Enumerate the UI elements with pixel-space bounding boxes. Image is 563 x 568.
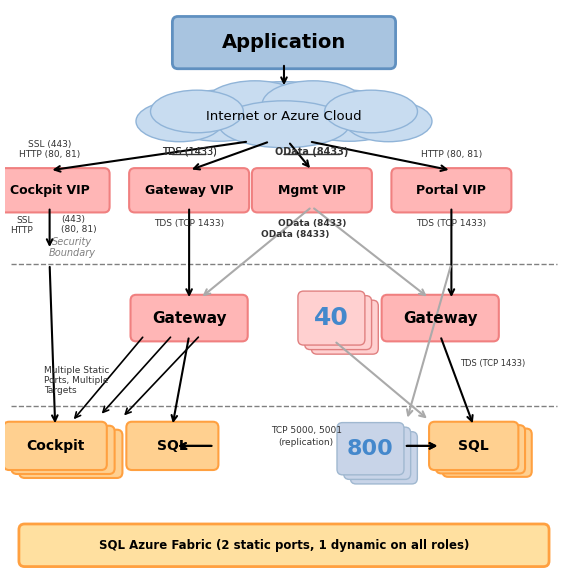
Ellipse shape <box>150 90 243 133</box>
Ellipse shape <box>164 90 274 141</box>
FancyBboxPatch shape <box>11 426 115 474</box>
Ellipse shape <box>262 81 364 128</box>
Text: HTTP (80, 81): HTTP (80, 81) <box>421 150 482 159</box>
FancyBboxPatch shape <box>382 295 499 341</box>
FancyBboxPatch shape <box>19 430 122 478</box>
Text: SQL: SQL <box>458 439 489 453</box>
Text: 800: 800 <box>347 438 394 459</box>
Ellipse shape <box>136 101 223 141</box>
FancyBboxPatch shape <box>311 300 378 354</box>
Text: Portal VIP: Portal VIP <box>417 184 486 197</box>
Text: Mgmt VIP: Mgmt VIP <box>278 184 346 197</box>
Text: SSL
HTTP: SSL HTTP <box>10 216 33 235</box>
FancyBboxPatch shape <box>172 16 396 69</box>
Text: (443)
(80, 81): (443) (80, 81) <box>61 215 96 234</box>
Text: SSL (443)
HTTP (80, 81): SSL (443) HTTP (80, 81) <box>19 140 81 159</box>
Text: TCP 5000, 5001: TCP 5000, 5001 <box>271 425 342 435</box>
FancyBboxPatch shape <box>129 168 249 212</box>
Text: SQL Azure Fabric (2 static ports, 1 dynamic on all roles): SQL Azure Fabric (2 static ports, 1 dyna… <box>99 539 469 552</box>
Text: TDS (TCP 1433): TDS (TCP 1433) <box>416 219 486 228</box>
FancyBboxPatch shape <box>0 168 110 212</box>
Ellipse shape <box>218 101 349 148</box>
FancyBboxPatch shape <box>252 168 372 212</box>
Text: OData (8433): OData (8433) <box>275 147 348 157</box>
Text: TDS (TCP 1433): TDS (TCP 1433) <box>460 359 525 368</box>
Ellipse shape <box>294 90 404 141</box>
FancyBboxPatch shape <box>3 421 107 470</box>
FancyBboxPatch shape <box>343 427 410 479</box>
Text: TDS (TCP 1433): TDS (TCP 1433) <box>154 219 224 228</box>
Text: (replication): (replication) <box>279 438 334 448</box>
FancyBboxPatch shape <box>337 423 404 475</box>
FancyBboxPatch shape <box>126 421 218 470</box>
Text: Cockpit VIP: Cockpit VIP <box>10 184 90 197</box>
FancyBboxPatch shape <box>131 295 248 341</box>
Text: Security
Boundary: Security Boundary <box>48 237 96 258</box>
Text: Multiple Static
Ports, Multiple
Targets: Multiple Static Ports, Multiple Targets <box>44 366 109 395</box>
FancyBboxPatch shape <box>298 291 365 345</box>
FancyBboxPatch shape <box>305 295 372 350</box>
Text: Cockpit: Cockpit <box>26 439 84 453</box>
Text: Gateway: Gateway <box>152 311 226 325</box>
FancyBboxPatch shape <box>391 168 511 212</box>
Text: OData (8433): OData (8433) <box>261 230 329 239</box>
Ellipse shape <box>204 81 306 128</box>
Text: TDS (1433): TDS (1433) <box>162 147 217 157</box>
Text: TDS (1433): TDS (1433) <box>162 147 217 157</box>
Text: Internet or Azure Cloud: Internet or Azure Cloud <box>206 110 362 123</box>
FancyBboxPatch shape <box>19 524 549 567</box>
FancyBboxPatch shape <box>443 429 531 477</box>
Text: OData (8433): OData (8433) <box>278 219 346 228</box>
Text: SQL: SQL <box>157 439 187 453</box>
FancyBboxPatch shape <box>436 425 525 474</box>
Ellipse shape <box>345 101 432 141</box>
FancyBboxPatch shape <box>350 432 417 484</box>
Ellipse shape <box>204 82 364 145</box>
Ellipse shape <box>325 90 418 133</box>
Text: Gateway: Gateway <box>403 311 477 325</box>
Text: Application: Application <box>222 33 346 52</box>
Text: Gateway VIP: Gateway VIP <box>145 184 234 197</box>
FancyBboxPatch shape <box>429 421 519 470</box>
Text: 40: 40 <box>314 306 349 330</box>
